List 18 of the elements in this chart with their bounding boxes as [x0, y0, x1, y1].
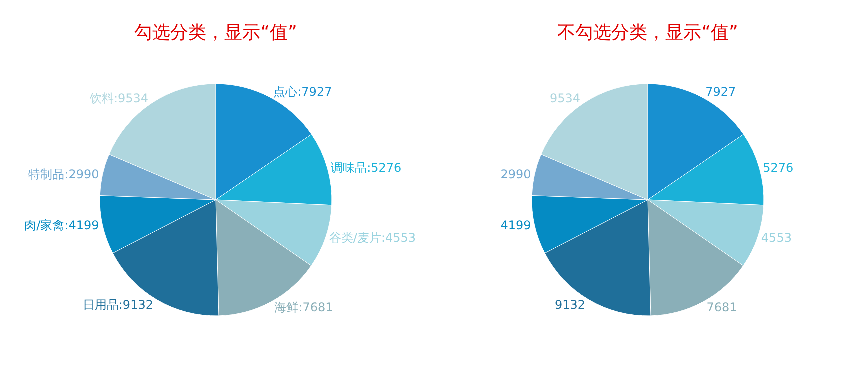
data-label: 9132: [554, 298, 586, 312]
chart-title: 勾选分类，显示“值”: [134, 22, 298, 44]
data-label: 7927: [706, 84, 736, 99]
data-label: 9534: [550, 91, 581, 106]
data-label: 2990: [500, 167, 532, 182]
data-label: 5276: [763, 160, 794, 175]
data-label: 调味品:5276: [331, 160, 402, 175]
data-label: 4553: [761, 230, 792, 245]
chart-title: 不勾选分类，显示“值”: [558, 22, 738, 44]
data-label: 谷类/麦片:4553: [329, 230, 416, 245]
data-label: 海鲜:7681: [274, 300, 334, 314]
data-label: 肉/家禽:4199: [24, 218, 100, 233]
data-label: 4199: [500, 218, 532, 233]
data-label: 7681: [706, 300, 738, 314]
data-label: 日用品:9132: [82, 298, 154, 312]
data-label: 点心:7927: [274, 84, 332, 99]
data-label: 饮料:9534: [88, 91, 149, 106]
data-label: 特制品:2990: [28, 167, 100, 182]
